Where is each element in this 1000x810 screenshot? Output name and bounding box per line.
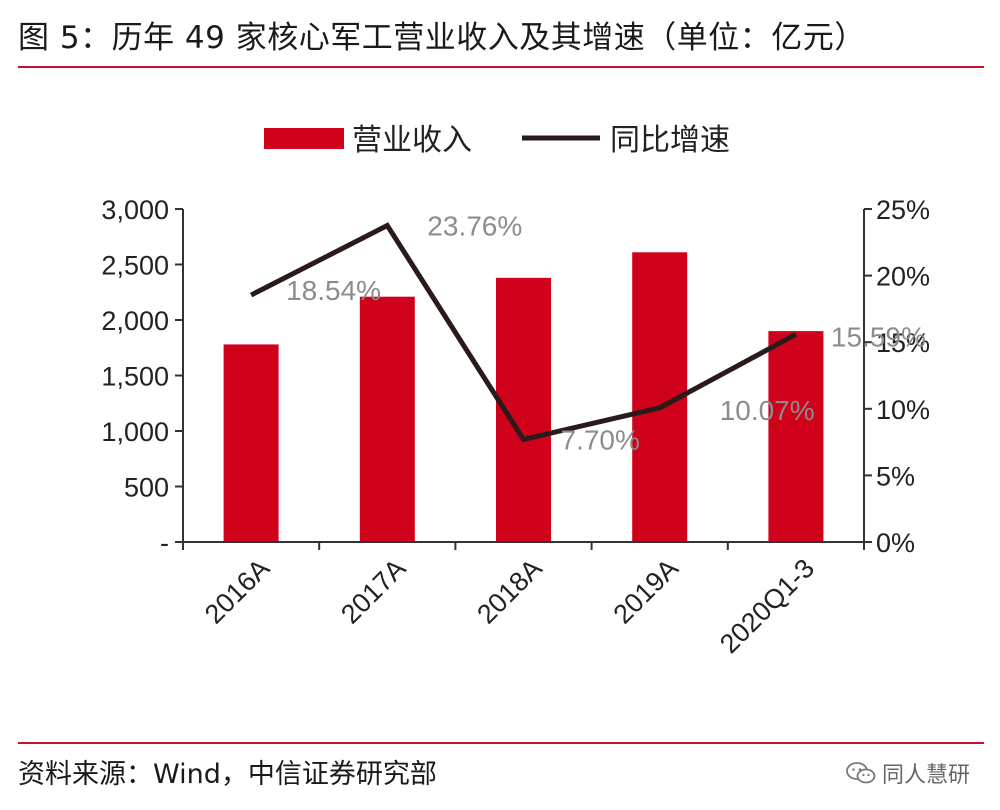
title-rule (18, 66, 984, 68)
wechat-icon (846, 762, 876, 784)
left-tick-label: 1,000 (101, 417, 169, 447)
left-tick-label: - (160, 528, 169, 558)
legend-label-growth: 同比增速 (610, 123, 730, 158)
right-tick-label: 25% (876, 195, 930, 225)
right-tick-label: 10% (876, 395, 930, 425)
right-tick-label: 0% (876, 528, 915, 558)
growth-data-label: 7.70% (561, 424, 640, 455)
legend-label-revenue: 营业收入 (352, 123, 472, 158)
left-tick-label: 1,500 (101, 362, 169, 392)
source-rule (18, 742, 984, 744)
data-labels: 18.54% 23.76% 7.70% 10.07% 15.59% (286, 211, 926, 456)
right-tick-label: 5% (876, 461, 915, 491)
growth-data-label: 10.07% (720, 395, 815, 426)
x-tick-label: 2020Q1-3 (714, 553, 820, 659)
combo-chart: 营业收入 同比增速 - 500 1,000 1,500 2,000 2,500 3,000 0%… (101, 123, 930, 659)
growth-data-label: 18.54% (286, 275, 381, 306)
x-tick-label: 2017A (335, 553, 411, 629)
bar-2016A (223, 344, 279, 542)
bar-2017A (359, 296, 415, 542)
growth-line (249, 222, 798, 443)
x-tick-label: 2016A (199, 553, 275, 629)
left-tick-label: 3,000 (101, 195, 169, 225)
right-tick-label: 15% (876, 328, 930, 358)
growth-data-label: 23.76% (427, 211, 522, 242)
figure-title: 图 5：历年 49 家核心军工营业收入及其增速（单位：亿元） (18, 20, 866, 56)
line-series (249, 222, 798, 443)
watermark: 同人慧研 (846, 757, 970, 789)
left-tick-label: 2,000 (101, 306, 169, 336)
x-tick-label: 2018A (471, 553, 547, 629)
right-tick-label: 20% (876, 262, 930, 292)
x-tick-label: 2019A (608, 553, 684, 629)
bar-2020Q1-3 (768, 331, 824, 542)
left-tick-label: 2,500 (101, 251, 169, 281)
source-note: 资料来源：Wind，中信证券研究部 (18, 759, 437, 790)
left-tick-label: 500 (124, 473, 169, 503)
legend-swatch-revenue (264, 128, 344, 149)
legend: 营业收入 同比增速 (264, 123, 730, 158)
growth-data-label: 15.59% (831, 321, 926, 352)
watermark-text: 同人慧研 (881, 763, 970, 788)
